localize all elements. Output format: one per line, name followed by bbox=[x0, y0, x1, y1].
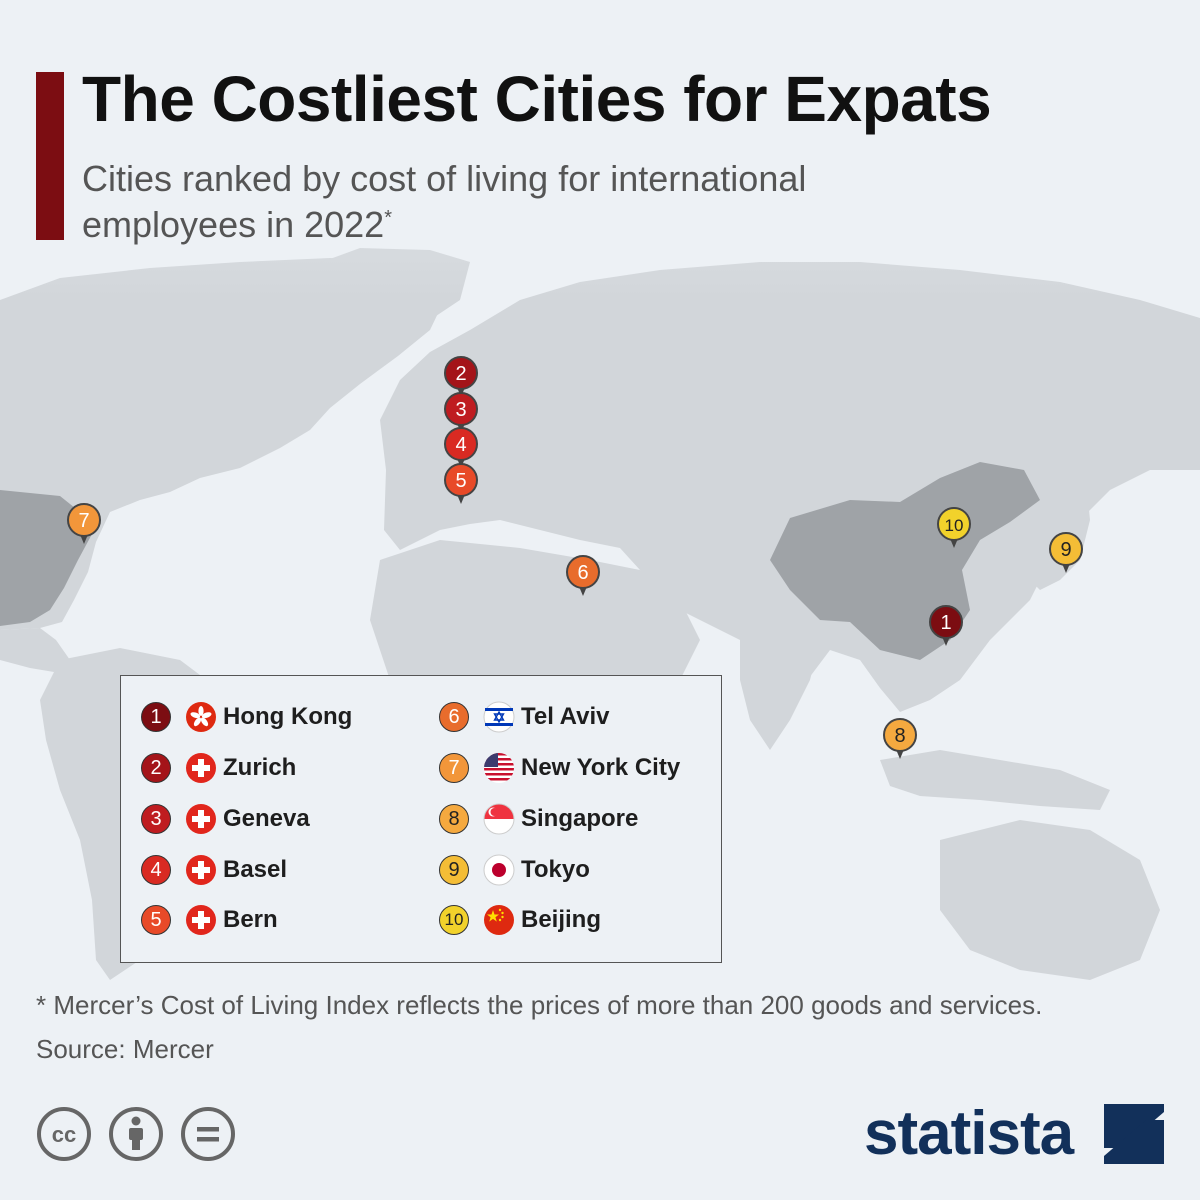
map-marker-zurich: 2 bbox=[444, 356, 478, 397]
legend: 1 Hong Kong 2 Zurich 3 Geneva bbox=[120, 675, 722, 963]
map-marker-rank: 7 bbox=[78, 510, 89, 532]
australia-landmass bbox=[940, 820, 1160, 980]
japan-flag-icon bbox=[483, 854, 515, 886]
city-name: Basel bbox=[223, 856, 288, 883]
footnote: * Mercer’s Cost of Living Index reflects… bbox=[36, 990, 1043, 1020]
city-name: Zurich bbox=[223, 754, 297, 781]
hong-kong-flag-icon bbox=[186, 702, 216, 732]
legend-item-beijing: 10 Beijing bbox=[439, 903, 601, 937]
city-name: Hong Kong bbox=[223, 703, 353, 730]
map-marker-hong-kong: 1 bbox=[929, 605, 963, 646]
india-landmass bbox=[740, 620, 820, 750]
rank-badge: 5 bbox=[141, 905, 171, 935]
map-marker-rank: 1 bbox=[940, 612, 951, 634]
city-markers: 1 2 3 4 5 6 7 8 9 10 bbox=[67, 356, 1083, 759]
rank-badge: 9 bbox=[439, 855, 469, 885]
page-subtitle: Cities ranked by cost of living for inte… bbox=[82, 156, 982, 248]
swiss-flag-icon bbox=[186, 855, 216, 885]
subtitle-text: Cities ranked by cost of living for inte… bbox=[82, 158, 807, 245]
city-name: Geneva bbox=[223, 805, 310, 832]
map-marker-new-york-city: 7 bbox=[67, 503, 101, 544]
legend-item-hong-kong: 1 Hong Kong bbox=[141, 700, 352, 734]
map-marker-rank: 3 bbox=[455, 399, 466, 421]
map-marker-rank: 10 bbox=[945, 516, 964, 535]
central-america-landmass bbox=[0, 628, 70, 672]
north-america-landmass bbox=[0, 258, 452, 630]
city-name: Beijing bbox=[521, 906, 602, 933]
map-marker-rank: 9 bbox=[1060, 539, 1071, 561]
israel-flag-icon bbox=[483, 701, 515, 733]
rank-badge: 6 bbox=[439, 702, 469, 732]
rank-badge: 7 bbox=[439, 753, 469, 783]
swiss-flag-icon bbox=[186, 905, 216, 935]
map-marker-tel-aviv: 6 bbox=[566, 555, 600, 596]
legend-item-tel-aviv: 6 Tel Aviv bbox=[439, 700, 609, 734]
map-marker-basel: 4 bbox=[444, 427, 478, 468]
creative-commons-icon[interactable]: cc bbox=[36, 1106, 92, 1162]
attribution-icon[interactable] bbox=[108, 1106, 164, 1162]
map-marker-bern: 5 bbox=[444, 463, 478, 504]
source-note: Source: Mercer bbox=[36, 1034, 214, 1064]
swiss-flag-icon bbox=[186, 804, 216, 834]
no-derivatives-icon[interactable] bbox=[180, 1106, 236, 1162]
rank-badge: 1 bbox=[141, 702, 171, 732]
map-marker-rank: 8 bbox=[894, 725, 905, 747]
page-title: The Costliest Cities for Expats bbox=[82, 63, 992, 135]
rank-badge: 3 bbox=[141, 804, 171, 834]
statista-logo-text[interactable]: statista bbox=[864, 1099, 1074, 1168]
eurasia-landmass bbox=[380, 262, 1200, 712]
china-flag-icon bbox=[484, 905, 514, 935]
map-marker-rank: 5 bbox=[455, 470, 466, 492]
southeast-asia-islands bbox=[880, 750, 1110, 810]
statista-logo-icon bbox=[1104, 1104, 1164, 1164]
usa-flag-icon bbox=[484, 753, 514, 783]
city-name: Bern bbox=[223, 906, 278, 933]
city-name: Tokyo bbox=[521, 856, 590, 883]
singapore-flag-icon bbox=[483, 803, 515, 835]
map-marker-rank: 2 bbox=[455, 363, 466, 385]
city-name: New York City bbox=[521, 754, 681, 781]
legend-item-tokyo: 9 Tokyo bbox=[439, 853, 590, 887]
china-highlight bbox=[770, 462, 1040, 660]
rank-badge: 2 bbox=[141, 753, 171, 783]
legend-item-geneva: 3 Geneva bbox=[141, 802, 310, 836]
legend-item-basel: 4 Basel bbox=[141, 853, 287, 887]
map-marker-singapore: 8 bbox=[883, 718, 917, 759]
map-marker-tokyo: 9 bbox=[1049, 532, 1083, 573]
legend-item-zurich: 2 Zurich bbox=[141, 751, 296, 785]
rank-badge: 10 bbox=[439, 905, 469, 935]
legend-item-new-york-city: 7 New York City bbox=[439, 751, 680, 785]
city-name: Tel Aviv bbox=[521, 703, 610, 730]
map-marker-beijing: 10 bbox=[937, 507, 971, 548]
map-marker-rank: 6 bbox=[577, 562, 588, 584]
rank-badge: 8 bbox=[439, 804, 469, 834]
svg-text:cc: cc bbox=[52, 1122, 76, 1147]
title-accent-bar bbox=[36, 72, 64, 240]
subtitle-footnote-marker: * bbox=[384, 207, 392, 229]
rank-badge: 4 bbox=[141, 855, 171, 885]
legend-item-bern: 5 Bern bbox=[141, 903, 278, 937]
legend-item-singapore: 8 Singapore bbox=[439, 802, 638, 836]
city-name: Singapore bbox=[521, 805, 639, 832]
map-marker-rank: 4 bbox=[455, 434, 466, 456]
swiss-flag-icon bbox=[186, 753, 216, 783]
